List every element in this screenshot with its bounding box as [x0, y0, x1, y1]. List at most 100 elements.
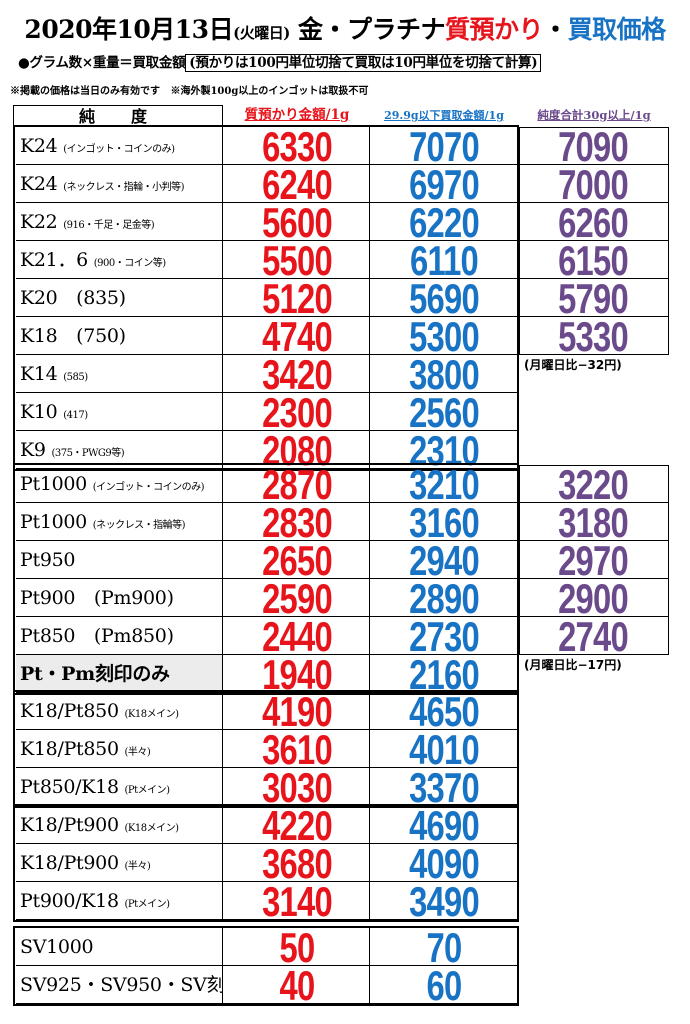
buy-cell-frame: [370, 844, 517, 882]
purity-label: K18/Pt900 (半々): [16, 844, 223, 882]
purity-main: Pt1000: [20, 473, 87, 495]
title-metal: 金・プラチナ: [298, 15, 446, 44]
platinum-row: Pt1000 (インゴット・コインのみ) 2870 3210 3220: [0, 461, 690, 508]
purity-sub: (インゴット・コインのみ): [63, 144, 175, 155]
buy-cell-frame: [370, 203, 517, 241]
pawn-cell-frame: [223, 503, 370, 541]
purity-sub: (585): [63, 372, 88, 383]
buy-price: 2730: [409, 613, 480, 660]
purity-label: SV925・SV950・SV刻印: [16, 966, 223, 1004]
platinum-change-note: (月曜日比−17円): [524, 658, 622, 672]
large-cell-frame: [519, 579, 669, 617]
purity-main: SV1000: [20, 936, 94, 958]
purity-main: K18/Pt900: [20, 852, 119, 874]
pawn-price: 3680: [262, 840, 333, 887]
purity-label: K14 (585): [16, 355, 223, 393]
pawn-cell-frame: [223, 127, 370, 165]
silver-row: SV1000 50 70: [0, 927, 690, 969]
purity-sub: (インゴット・コインのみ): [92, 482, 205, 493]
buy-price: 3800: [409, 351, 480, 398]
pawn-cell-frame: [223, 465, 370, 503]
buy-cell-frame: [370, 165, 517, 203]
buy-cell-frame: [370, 806, 517, 844]
buy-price: 3210: [409, 461, 480, 508]
large-buy-price: 5330: [558, 313, 629, 360]
pawn-price: 3420: [262, 351, 333, 398]
platinum-row: Pt900 (Pm900) 2590 2890 2900: [0, 575, 690, 622]
pawn-price: 2440: [262, 613, 333, 660]
buy-cell-frame: [370, 431, 517, 469]
purity-sub: (ネックレス・指輪等): [92, 520, 186, 531]
gold-row: K22 (916・千足・足金等) 5600 6220 6260: [0, 199, 690, 246]
pawn-cell-frame: [223, 928, 370, 966]
pawn-cell-frame: [223, 541, 370, 579]
pawn-price: 2870: [262, 461, 333, 508]
pawn-cell-frame: [223, 393, 370, 431]
buy-price: 4090: [409, 840, 480, 887]
purity-main: Pt900/K18: [20, 890, 119, 912]
purity-label: K21．6 (900・コイン等): [16, 241, 223, 279]
purity-main: K18/Pt900: [20, 814, 119, 836]
pawn-price: 1940: [262, 651, 333, 698]
large-buy-price: 6260: [558, 199, 629, 246]
column-header-pawn: 質預かり金額/1g: [244, 107, 350, 123]
pawn-price: 3030: [262, 764, 333, 811]
buy-price: 4690: [409, 802, 480, 849]
pawn-cell-frame: [223, 966, 370, 1004]
pawn-cell-frame: [223, 279, 370, 317]
pawn-price: 6330: [262, 123, 333, 170]
pawn-cell-frame: [223, 655, 370, 693]
purity-sub: (K18メイン): [124, 709, 180, 720]
title-pawn: 質預かり: [445, 15, 544, 44]
pawn-price: 3140: [262, 878, 333, 925]
purity-label: K18 (750): [16, 317, 223, 355]
large-cell-frame: [519, 241, 669, 279]
large-cell-frame: [519, 165, 669, 203]
purity-label: Pt1000 (ネックレス・指輪等): [16, 503, 223, 541]
buy-cell-frame: [370, 928, 517, 966]
pawn-price: 2590: [262, 575, 333, 622]
purity-label: Pt850/K18 (Ptメイン): [16, 768, 223, 806]
buy-price: 2940: [409, 537, 480, 584]
gold-row: K21．6 (900・コイン等) 5500 6110 6150: [0, 237, 690, 284]
purity-label: K22 (916・千足・足金等): [16, 203, 223, 241]
pawn-cell-frame: [223, 355, 370, 393]
pawn-cell-frame: [223, 241, 370, 279]
platinum-row: Pt・Pm刻印のみ 1940 2160: [0, 651, 690, 698]
purity-label: Pt900 (Pm900): [16, 579, 223, 617]
combo900-row: K18/Pt900 (半々) 3680 4090: [0, 840, 690, 887]
buy-cell-frame: [370, 503, 517, 541]
buy-cell-frame: [370, 317, 517, 355]
buy-price: 4650: [409, 688, 480, 735]
purity-sub: (K18メイン): [124, 823, 180, 834]
buy-cell-frame: [370, 355, 517, 393]
pawn-cell-frame: [223, 579, 370, 617]
combo900-row: K18/Pt900 (K18メイン) 4220 4690: [0, 802, 690, 849]
purity-label: K20 (835): [16, 279, 223, 317]
large-cell-frame: [519, 503, 669, 541]
buy-cell-frame: [370, 241, 517, 279]
buy-price: 6110: [410, 237, 479, 284]
purity-sub: (Ptメイン): [124, 785, 171, 796]
pawn-cell-frame: [223, 165, 370, 203]
purity-main: K24: [20, 173, 58, 195]
pawn-cell-frame: [223, 882, 370, 920]
subtitle-formula: ●グラム数×重量＝買取金額: [18, 55, 186, 71]
purity-label: K10 (417): [16, 393, 223, 431]
buy-price: 3490: [409, 878, 480, 925]
purity-sub: (Ptメイン): [124, 899, 171, 910]
gold-row: K20 (835) 5120 5690 5790: [0, 275, 690, 322]
purity-sub: (半々): [124, 747, 151, 758]
buy-price: 5690: [409, 275, 480, 322]
purity-main: K10: [20, 401, 58, 423]
large-cell-frame: [519, 541, 669, 579]
combo850-group-frame: [13, 690, 519, 808]
purity-main: SV925・SV950・SV刻印: [20, 974, 223, 996]
purity-main: Pt850/K18: [20, 776, 119, 798]
buy-cell-frame: [370, 393, 517, 431]
large-cell-frame: [519, 203, 669, 241]
platinum-row: Pt850 (Pm850) 2440 2730 2740: [0, 613, 690, 660]
purity-label: K18/Pt850 (半々): [16, 730, 223, 768]
pawn-price: 4190: [262, 688, 333, 735]
large-cell-frame: [519, 127, 669, 165]
